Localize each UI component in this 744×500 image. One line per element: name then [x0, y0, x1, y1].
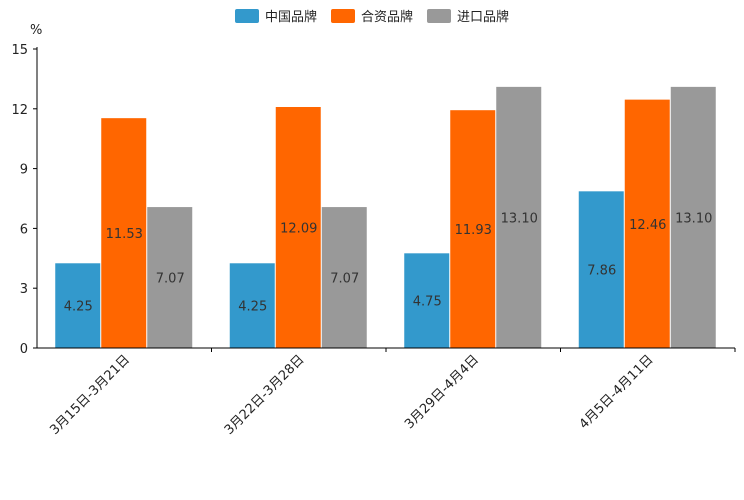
x-category-label: 3月29日-4月4日 [402, 352, 482, 432]
x-category-label: 3月15日-3月21日 [47, 352, 133, 438]
bar [404, 253, 450, 348]
bars: 4.25 11.53 7.07 4.25 12.09 7.07 4.75 11.93 13.10… [55, 86, 716, 348]
bar [496, 86, 542, 348]
legend-label: 合资品牌 [361, 9, 413, 25]
legend-label: 进口品牌 [457, 9, 509, 25]
bar [670, 86, 716, 348]
data-label: 4.75 [413, 295, 442, 310]
bar [147, 207, 193, 348]
legend-item[interactable]: 进口品牌 [427, 9, 509, 25]
legend-swatch [331, 9, 355, 23]
y-tick-label: 3 [20, 282, 28, 297]
x-axis: 3月15日-3月21日 3月22日-3月28日 3月29日-4月4日 4月5日-4月1… [37, 347, 736, 438]
y-tick-label: 12 [11, 103, 28, 118]
data-label: 4.25 [238, 300, 267, 315]
data-label: 7.07 [156, 272, 185, 287]
bar [450, 110, 496, 348]
data-label: 4.25 [64, 300, 93, 315]
y-tick-label: 0 [20, 342, 28, 357]
y-axis-unit-label: % [30, 23, 42, 38]
y-axis: 0 3 6 9 12 15 [11, 43, 38, 357]
bar [321, 207, 367, 348]
data-label: 7.07 [330, 272, 359, 287]
y-tick-label: 15 [11, 43, 28, 58]
data-label: 13.10 [675, 211, 712, 226]
bar [101, 118, 147, 348]
y-tick-label: 9 [20, 163, 28, 178]
legend-swatch [427, 9, 451, 23]
data-label: 11.93 [455, 223, 492, 238]
data-label: 12.09 [280, 222, 317, 237]
data-label: 13.10 [501, 211, 538, 226]
x-category-label: 3月22日-3月28日 [222, 352, 308, 438]
y-tick-label: 6 [20, 222, 28, 237]
x-category-label: 4月5日-4月11日 [577, 352, 657, 432]
data-label: 12.46 [629, 218, 666, 233]
legend: 中国品牌 合资品牌 进口品牌 [235, 9, 509, 25]
legend-label: 中国品牌 [265, 9, 317, 25]
legend-item[interactable]: 合资品牌 [331, 9, 413, 25]
legend-swatch [235, 9, 259, 23]
bar [55, 263, 101, 348]
legend-item[interactable]: 中国品牌 [235, 9, 317, 25]
bar [578, 191, 624, 348]
data-label: 11.53 [106, 227, 143, 242]
bar [275, 107, 321, 348]
bar [624, 99, 670, 348]
bar [229, 263, 275, 348]
data-label: 7.86 [587, 264, 616, 279]
